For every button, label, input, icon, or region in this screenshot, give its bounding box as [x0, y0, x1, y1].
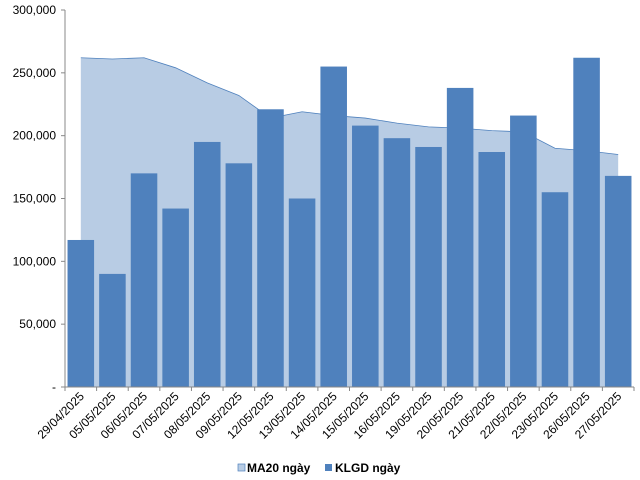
klgd-bar: [446, 87, 474, 387]
legend-swatch-klgd: [325, 464, 332, 471]
klgd-bar: [320, 66, 347, 388]
klgd-bar: [510, 115, 537, 387]
klgd-bar: [541, 192, 569, 387]
y-tick-label: -: [52, 380, 56, 394]
klgd-bar: [193, 141, 221, 387]
y-tick-label: 150,000: [13, 192, 57, 206]
klgd-bar: [604, 175, 632, 387]
x-axis: 29/04/202505/05/202506/05/202507/05/2025…: [35, 386, 635, 442]
klgd-bar: [478, 152, 506, 387]
klgd-bar: [67, 239, 95, 387]
y-tick-label: 200,000: [13, 129, 57, 143]
klgd-bar: [257, 109, 284, 387]
legend-label-klgd: KLGD ngày: [335, 461, 401, 475]
y-axis: - 50,000 100,000 150,000 200,000 250,000 300,0…: [13, 3, 66, 394]
ma20-area: [80, 57, 619, 387]
klgd-bar: [99, 273, 126, 387]
klgd-bar: [225, 163, 253, 387]
klgd-bar: [415, 146, 442, 387]
klgd-bar: [573, 57, 600, 387]
legend-label-ma20: MA20 ngày: [247, 461, 311, 475]
y-tick-label: 50,000: [19, 317, 56, 331]
y-tick-label: 300,000: [13, 3, 57, 17]
klgd-bar: [352, 125, 379, 388]
klgd-bar: [288, 198, 316, 387]
plot-area: [67, 57, 632, 388]
y-tick-label: 250,000: [13, 66, 57, 80]
legend-swatch-ma20: [237, 463, 246, 472]
klgd-bar: [383, 138, 411, 387]
y-tick-label: 100,000: [13, 254, 57, 268]
klgd-bar: [162, 208, 189, 387]
legend: MA20 ngày KLGD ngày: [237, 461, 401, 475]
klgd-bar: [130, 173, 158, 387]
